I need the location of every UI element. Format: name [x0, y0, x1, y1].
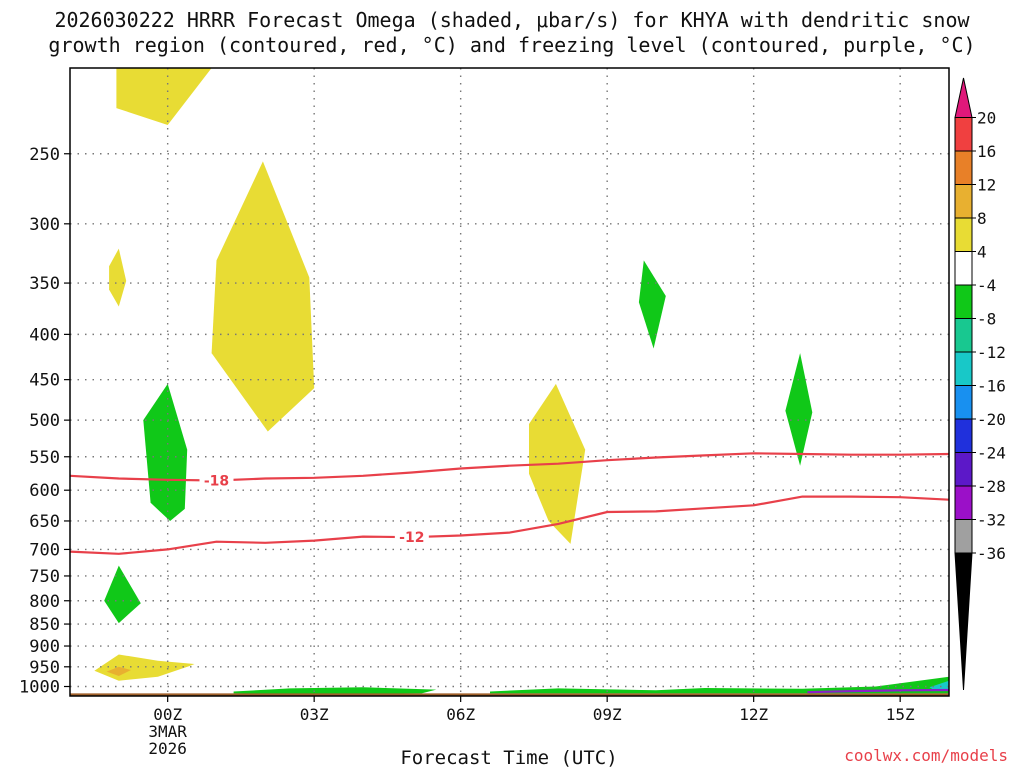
y-tick-label-650: 650 — [29, 512, 60, 532]
contour-label-1: -12 — [399, 530, 424, 546]
colorbar-segment-12 — [954, 519, 973, 554]
temperature-contours: -18 -12 — [70, 452, 949, 694]
omega-region-3 — [143, 383, 188, 521]
contour-label-0: -18 — [204, 473, 229, 489]
colorbar-segment-1 — [954, 150, 973, 185]
contour-label-bg-0 — [199, 472, 234, 489]
plot-frame — [69, 67, 950, 697]
colorbar-label-11: -28 — [977, 477, 1006, 496]
colorbar-top-arrow — [954, 77, 973, 118]
colorbar-segment-5 — [954, 284, 973, 319]
y-tick-label-500: 500 — [29, 411, 60, 431]
colorbar-segment-2 — [954, 184, 973, 219]
y-tick-label-1000: 1000 — [19, 678, 60, 698]
omega-region-5 — [94, 654, 195, 681]
colorbar-segment-7 — [954, 351, 973, 386]
colorbar-bottom-arrow — [954, 552, 973, 691]
x-tick-sublabel-date: 3MAR — [148, 722, 187, 741]
colorbar-label-5: -4 — [977, 276, 996, 295]
x-tick-label-12Z: 12Z — [739, 705, 768, 724]
y-tick-label-300: 300 — [29, 215, 60, 235]
colorbar-label-13: -36 — [977, 544, 1006, 563]
colorbar-segment-9 — [954, 418, 973, 453]
colorbar-segment-11 — [954, 485, 973, 520]
grid-lines — [70, 68, 949, 696]
x-tick-label-09Z: 09Z — [593, 705, 622, 724]
colorbar-label-12: -32 — [977, 511, 1006, 530]
y-tick-label-450: 450 — [29, 371, 60, 391]
omega-region-6 — [106, 666, 131, 676]
y-axis: 2503003504004505005506006507007508008509… — [19, 145, 70, 698]
colorbar-segment-8 — [954, 385, 973, 420]
omega-region-9 — [785, 353, 813, 466]
colorbar-label-6: -8 — [977, 310, 996, 329]
colorbar-label-10: -24 — [977, 444, 1006, 463]
omega-region-10 — [233, 687, 437, 695]
omega-shading — [70, 68, 949, 696]
y-tick-label-550: 550 — [29, 448, 60, 468]
x-axis-label: Forecast Time (UTC) — [400, 747, 617, 768]
omega-region-4 — [104, 565, 141, 624]
y-tick-label-350: 350 — [29, 274, 60, 294]
colorbar-label-1: 16 — [977, 142, 996, 161]
y-tick-label-750: 750 — [29, 567, 60, 587]
omega-region-8 — [638, 260, 666, 349]
y-tick-label-800: 800 — [29, 592, 60, 612]
colorbar-segment-4 — [954, 251, 973, 286]
colorbar-label-2: 12 — [977, 176, 996, 195]
y-tick-label-900: 900 — [29, 637, 60, 657]
colorbar-label-0: 20 — [977, 109, 996, 128]
omega-region-1 — [109, 248, 127, 307]
x-tick-sublabel-year: 2026 — [148, 739, 187, 758]
y-tick-label-400: 400 — [29, 325, 60, 345]
x-tick-label-00Z: 00Z — [153, 705, 182, 724]
x-tick-label-03Z: 03Z — [300, 705, 329, 724]
colorbar-label-9: -20 — [977, 410, 1006, 429]
colorbar-label-7: -12 — [977, 343, 1006, 362]
y-tick-label-250: 250 — [29, 145, 60, 165]
contour-label-bg-1 — [394, 529, 429, 546]
colorbar-label-8: -16 — [977, 377, 1006, 396]
omega-region-0 — [116, 68, 212, 125]
omega-region-12 — [929, 680, 949, 691]
colorbar-segment-0 — [954, 117, 973, 152]
y-tick-label-850: 850 — [29, 615, 60, 635]
colorbar-segment-3 — [954, 217, 973, 252]
contour-line-1 — [70, 495, 949, 555]
x-tick-label-06Z: 06Z — [446, 705, 475, 724]
omega-region-11 — [490, 676, 949, 694]
ground-band — [70, 693, 949, 696]
colorbar-segment-6 — [954, 318, 973, 353]
omega-region-2 — [211, 161, 315, 432]
y-tick-label-600: 600 — [29, 481, 60, 501]
chart-title-line1: 2026030222 HRRR Forecast Omega (shaded, … — [54, 8, 970, 32]
colorbar-label-4: 4 — [977, 243, 987, 262]
y-tick-label-700: 700 — [29, 540, 60, 560]
colorbar-label-3: 8 — [977, 209, 987, 228]
colorbar: 20 16 12 8 4 -4 -8 -12 -16 -20 -24 -28 -32 -36 — [954, 77, 1006, 691]
colorbar-segment-10 — [954, 452, 973, 487]
contour-line-2 — [807, 688, 949, 694]
chart-title-line2: growth region (contoured, red, °C) and f… — [48, 33, 976, 57]
y-tick-label-950: 950 — [29, 658, 60, 678]
credit-text: coolwx.com/models — [844, 746, 1008, 765]
x-tick-label-15Z: 15Z — [886, 705, 915, 724]
